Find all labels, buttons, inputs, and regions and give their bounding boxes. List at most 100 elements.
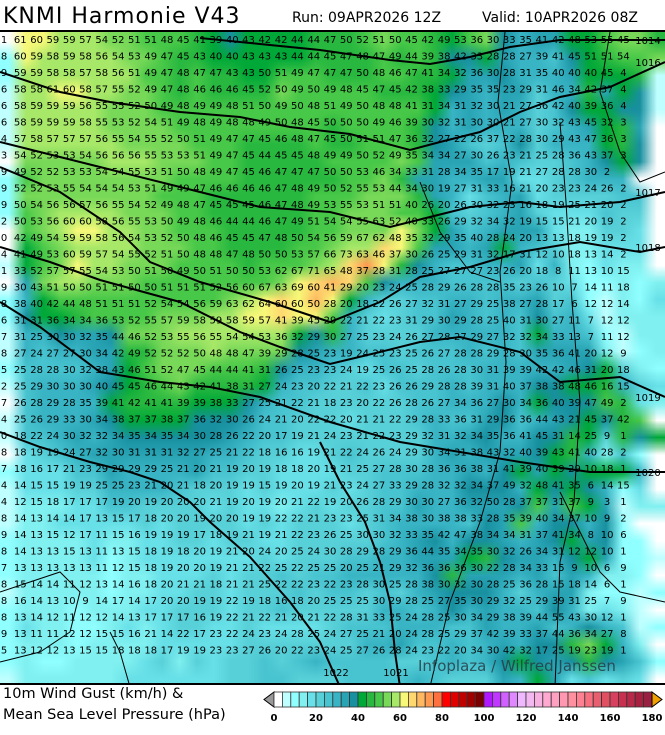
gust-value: 44: [258, 151, 271, 162]
gust-value: 51: [128, 68, 141, 79]
gust-value: 46: [210, 217, 223, 228]
gust-value: 60: [291, 299, 304, 310]
gust-value: 45: [584, 415, 597, 426]
gust-value: 49: [177, 266, 190, 277]
gust-value: 18: [144, 646, 157, 657]
gust-value: 59: [242, 316, 255, 327]
gust-value: 31: [454, 448, 467, 459]
gust-value: 42: [128, 398, 141, 409]
gust-value: 47: [226, 151, 239, 162]
gust-value: 8: [1, 514, 7, 525]
gust-value: 54: [177, 299, 190, 310]
gust-value: 49: [210, 134, 223, 145]
gust-value: 43: [275, 52, 288, 63]
gust-value: 34: [536, 332, 549, 343]
gust-value: 41: [536, 35, 549, 46]
colorbar-swatch: [449, 691, 460, 708]
gust-value: 59: [47, 101, 60, 112]
gust-value: 17: [161, 646, 174, 657]
gust-value: 50: [177, 167, 190, 178]
gust-value: 37: [487, 481, 500, 492]
gust-value: 23: [389, 316, 402, 327]
gust-value: 25: [356, 514, 369, 525]
gust-value: 15: [47, 481, 60, 492]
gust-value: 46: [226, 184, 239, 195]
gust-value: 47: [389, 134, 402, 145]
gust-value: 13: [30, 514, 43, 525]
gust-value: 41: [193, 35, 206, 46]
gust-value: 34: [438, 151, 451, 162]
gust-value: 60: [242, 283, 255, 294]
gust-value: 11: [30, 629, 43, 640]
gust-value: 27: [14, 349, 27, 360]
gust-value: 47: [275, 167, 288, 178]
gust-value: 50: [161, 217, 174, 228]
gust-value: 32: [454, 431, 467, 442]
gust-value: 35: [536, 68, 549, 79]
gust-value: 49: [307, 200, 320, 211]
gust-value: 22: [340, 448, 353, 459]
gust-value: 38: [210, 398, 223, 409]
gust-value: 56: [128, 151, 141, 162]
gust-value: 55: [601, 35, 614, 46]
gust-value: 30: [112, 448, 125, 459]
gust-value: 43: [177, 382, 190, 393]
gust-value: 33: [470, 514, 483, 525]
gust-value: 8: [1, 299, 7, 310]
gust-value: 47: [193, 200, 206, 211]
gust-value: 49: [193, 101, 206, 112]
wind-gust-field: [0, 32, 665, 683]
gust-value: 31: [438, 299, 451, 310]
gust-value: 18: [324, 398, 337, 409]
gust-value: 50: [258, 68, 271, 79]
gust-value: 24: [258, 415, 271, 426]
gust-value: 26: [405, 382, 418, 393]
gust-value: 48: [340, 266, 353, 277]
gust-value: 30: [421, 118, 434, 129]
gust-value: 17: [144, 596, 157, 607]
gust-value: 55: [128, 250, 141, 261]
gust-value: 24: [63, 448, 76, 459]
gust-value: 48: [226, 118, 239, 129]
isobar-line: [0, 141, 665, 229]
gust-value: 58: [79, 118, 92, 129]
gust-value: 30: [373, 580, 386, 591]
gust-value: 26: [389, 382, 402, 393]
gust-value: 42: [503, 646, 516, 657]
gust-value: 24: [356, 349, 369, 360]
gust-value: 47: [242, 349, 255, 360]
gust-value: 29: [356, 547, 369, 558]
gust-value: 32: [503, 448, 516, 459]
gust-value: 52: [30, 167, 43, 178]
gust-value: 26: [258, 646, 271, 657]
gust-value: 49: [291, 85, 304, 96]
gust-value: 48: [291, 134, 304, 145]
gust-value: 28: [503, 497, 516, 508]
isobar-label: 1018: [635, 243, 660, 254]
gust-value: 46: [226, 85, 239, 96]
gust-value: 21: [324, 481, 337, 492]
gust-value: 52: [373, 151, 386, 162]
gust-value: 55: [112, 134, 125, 145]
gust-value: 25: [373, 365, 386, 376]
gust-value: 45: [584, 118, 597, 129]
gust-value: 20: [193, 547, 206, 558]
gust-value: 39: [536, 52, 549, 63]
gust-value: 24: [340, 365, 353, 376]
gust-value: 31: [30, 316, 43, 327]
gust-value: 48: [161, 35, 174, 46]
colorbar-swatch: [491, 691, 502, 708]
gust-value: 28: [405, 398, 418, 409]
gust-value: 58: [79, 52, 92, 63]
gust-value: 1: [1, 35, 7, 46]
gust-value: 20: [161, 481, 174, 492]
gust-value: 16: [128, 530, 141, 541]
gust-value: 24: [258, 547, 271, 558]
gust-value: 33: [226, 398, 239, 409]
gust-value: 46: [193, 85, 206, 96]
gust-value: 52: [177, 349, 190, 360]
gust-value: 24: [405, 646, 418, 657]
gust-value: 12: [601, 316, 614, 327]
gust-value: 6: [571, 299, 577, 310]
gust-value: 11: [63, 580, 76, 591]
